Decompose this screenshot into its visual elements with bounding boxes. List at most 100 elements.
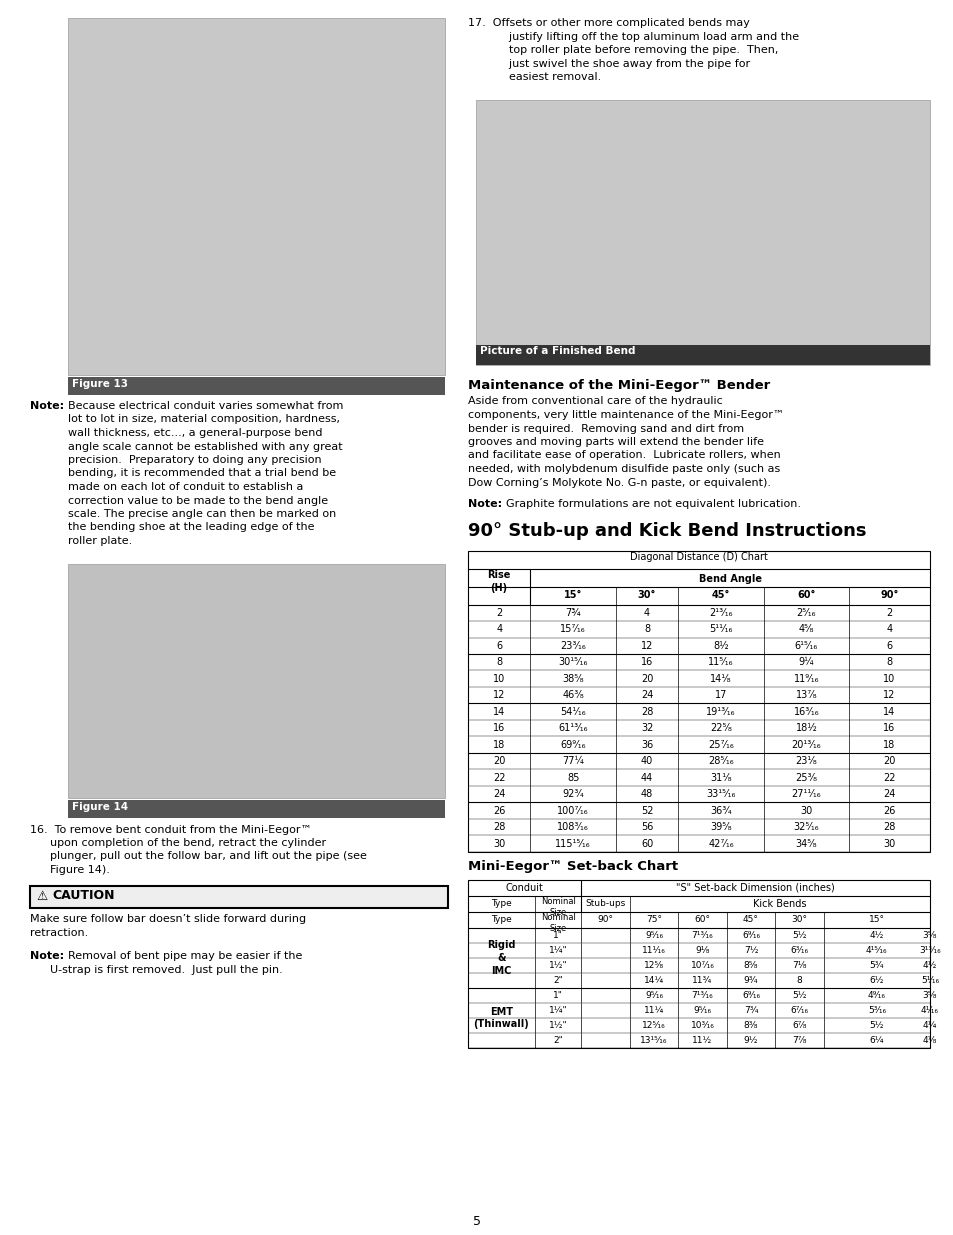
Text: Mini-Eegor™ Set-back Chart: Mini-Eegor™ Set-back Chart xyxy=(468,860,678,873)
Text: 60°: 60° xyxy=(694,915,710,924)
Text: bending, it is recommended that a trial bend be: bending, it is recommended that a trial … xyxy=(68,468,335,478)
Text: 52: 52 xyxy=(640,805,653,816)
Text: 115¹⁵⁄₁₆: 115¹⁵⁄₁₆ xyxy=(555,839,590,848)
Text: 6⁹⁄₁₆: 6⁹⁄₁₆ xyxy=(741,990,760,1000)
Text: 61¹³⁄₁₆: 61¹³⁄₁₆ xyxy=(558,724,587,734)
Text: U-strap is first removed.  Just pull the pin.: U-strap is first removed. Just pull the … xyxy=(50,965,282,974)
Text: 69⁹⁄₁₆: 69⁹⁄₁₆ xyxy=(559,740,585,750)
Bar xyxy=(468,551,929,852)
Text: 9½: 9½ xyxy=(743,1036,758,1045)
Text: ⚠: ⚠ xyxy=(36,889,48,903)
Text: 26: 26 xyxy=(882,805,895,816)
Text: 3¹³⁄₁₆: 3¹³⁄₁₆ xyxy=(918,946,940,955)
Text: 5: 5 xyxy=(473,1215,480,1228)
Text: Maintenance of the Mini-Eegor™ Bender: Maintenance of the Mini-Eegor™ Bender xyxy=(468,378,769,391)
Text: 19¹³⁄₁₆: 19¹³⁄₁₆ xyxy=(705,706,735,716)
Text: 16³⁄₁₆: 16³⁄₁₆ xyxy=(793,706,819,716)
Bar xyxy=(468,881,929,1049)
Text: 2": 2" xyxy=(553,1036,562,1045)
Text: 8: 8 xyxy=(796,976,801,986)
Text: 4: 4 xyxy=(643,608,649,618)
Text: 30: 30 xyxy=(800,805,812,816)
Text: 54¹⁄₁₆: 54¹⁄₁₆ xyxy=(559,706,585,716)
Bar xyxy=(68,19,444,375)
Text: 4½: 4½ xyxy=(922,961,936,969)
Text: Graphite formulations are not equivalent lubrication.: Graphite formulations are not equivalent… xyxy=(505,499,801,509)
Text: 11½: 11½ xyxy=(692,1036,712,1045)
Text: 4: 4 xyxy=(496,624,501,635)
Text: 20¹³⁄₁₆: 20¹³⁄₁₆ xyxy=(791,740,821,750)
Text: made on each lot of conduit to establish a: made on each lot of conduit to establish… xyxy=(68,482,303,492)
Text: 11¼: 11¼ xyxy=(643,1007,663,1015)
Text: 2⁵⁄₁₆: 2⁵⁄₁₆ xyxy=(796,608,816,618)
Text: 12⁵⁄₁₆: 12⁵⁄₁₆ xyxy=(641,1021,665,1030)
Text: Note:: Note: xyxy=(30,951,64,962)
Text: 5¹¹⁄₁₆: 5¹¹⁄₁₆ xyxy=(708,624,732,635)
Text: the bending shoe at the leading edge of the: the bending shoe at the leading edge of … xyxy=(68,522,314,532)
Text: 6³⁄₁₆: 6³⁄₁₆ xyxy=(790,946,808,955)
Text: 100⁷⁄₁₆: 100⁷⁄₁₆ xyxy=(557,805,588,816)
Text: 33¹⁵⁄₁₆: 33¹⁵⁄₁₆ xyxy=(705,789,735,799)
Text: 23¹⁄₈: 23¹⁄₈ xyxy=(795,756,817,766)
Text: 46³⁄₈: 46³⁄₈ xyxy=(561,690,583,700)
Text: 30°: 30° xyxy=(638,590,656,600)
Text: 14¼: 14¼ xyxy=(643,976,663,986)
Text: 7¾: 7¾ xyxy=(564,608,580,618)
Text: 9⁵⁄₁₆: 9⁵⁄₁₆ xyxy=(693,1007,711,1015)
Text: Because electrical conduit varies somewhat from: Because electrical conduit varies somewh… xyxy=(68,401,343,411)
Text: 92³⁄₄: 92³⁄₄ xyxy=(561,789,583,799)
Text: roller plate.: roller plate. xyxy=(68,536,132,546)
Bar xyxy=(476,100,929,364)
Text: 18: 18 xyxy=(882,740,895,750)
Text: 2: 2 xyxy=(885,608,892,618)
Text: 90°: 90° xyxy=(880,590,898,600)
Text: 7⁷⁄₈: 7⁷⁄₈ xyxy=(791,1036,806,1045)
Text: 23³⁄₁₆: 23³⁄₁₆ xyxy=(559,641,585,651)
Text: 14¹⁄₈: 14¹⁄₈ xyxy=(709,674,731,684)
Text: 85: 85 xyxy=(566,773,578,783)
Text: 22: 22 xyxy=(882,773,895,783)
Text: 2": 2" xyxy=(553,976,562,986)
Text: Type: Type xyxy=(491,899,512,908)
Text: bender is required.  Removing sand and dirt from: bender is required. Removing sand and di… xyxy=(468,424,743,433)
Text: 24: 24 xyxy=(640,690,653,700)
Text: 4½: 4½ xyxy=(869,931,883,940)
Text: 5³⁄₄: 5³⁄₄ xyxy=(869,961,883,969)
Text: 16: 16 xyxy=(493,724,505,734)
Text: 8½: 8½ xyxy=(713,641,728,651)
Text: 13¹⁵⁄₁₆: 13¹⁵⁄₁₆ xyxy=(639,1036,667,1045)
Text: 8: 8 xyxy=(496,657,501,667)
Text: 8³⁄₈: 8³⁄₈ xyxy=(743,1021,758,1030)
Text: angle scale cannot be established with any great: angle scale cannot be established with a… xyxy=(68,441,342,452)
Text: 11⁵⁄₁₆: 11⁵⁄₁₆ xyxy=(707,657,733,667)
Bar xyxy=(476,345,929,364)
Text: components, very little maintenance of the Mini-Eegor™: components, very little maintenance of t… xyxy=(468,410,783,420)
Text: 6¼: 6¼ xyxy=(869,1036,883,1045)
Text: 4¹⁄₁₆: 4¹⁄₁₆ xyxy=(920,1007,938,1015)
Text: 12: 12 xyxy=(640,641,653,651)
Text: 4¹⁵⁄₁₆: 4¹⁵⁄₁₆ xyxy=(865,946,886,955)
Text: 1¼": 1¼" xyxy=(548,946,567,955)
Text: Make sure follow bar doesn’t slide forward during: Make sure follow bar doesn’t slide forwa… xyxy=(30,914,306,925)
Bar xyxy=(468,551,929,568)
Text: 11¹⁄₁₆: 11¹⁄₁₆ xyxy=(641,946,665,955)
Text: 6⁹⁄₁₆: 6⁹⁄₁₆ xyxy=(741,931,760,940)
Text: 32: 32 xyxy=(640,724,653,734)
Text: 75°: 75° xyxy=(645,915,661,924)
Text: 4⁹⁄₁₆: 4⁹⁄₁₆ xyxy=(867,990,885,1000)
Text: 2¹³⁄₁₆: 2¹³⁄₁₆ xyxy=(708,608,732,618)
Text: 7½: 7½ xyxy=(743,946,758,955)
Text: 10: 10 xyxy=(882,674,895,684)
Text: scale. The precise angle can then be marked on: scale. The precise angle can then be mar… xyxy=(68,509,335,519)
Text: 17: 17 xyxy=(714,690,726,700)
Text: 8: 8 xyxy=(885,657,892,667)
Text: 17.  Offsets or other more complicated bends may: 17. Offsets or other more complicated be… xyxy=(468,19,749,28)
Text: Figure 14: Figure 14 xyxy=(71,803,128,813)
Text: 14: 14 xyxy=(882,706,895,716)
Text: Type: Type xyxy=(491,915,512,924)
Text: lot to lot in size, material composition, hardness,: lot to lot in size, material composition… xyxy=(68,415,339,425)
Text: 32⁵⁄₁₆: 32⁵⁄₁₆ xyxy=(793,823,819,832)
Text: 36³⁄₄: 36³⁄₄ xyxy=(709,805,731,816)
Text: Rise
(H): Rise (H) xyxy=(487,571,511,593)
Text: 28⁵⁄₁₆: 28⁵⁄₁₆ xyxy=(707,756,733,766)
